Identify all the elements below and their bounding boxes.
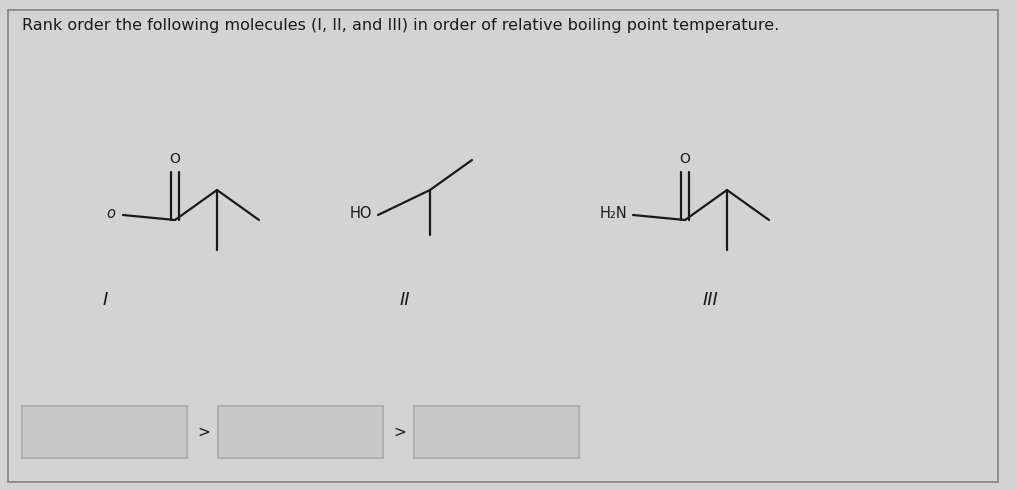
Text: >: > [197,424,211,440]
Text: HO: HO [350,205,372,221]
FancyBboxPatch shape [22,406,187,458]
Text: I: I [103,291,108,309]
Text: o: o [106,205,115,221]
FancyBboxPatch shape [414,406,579,458]
Text: II: II [400,291,410,309]
Text: O: O [679,152,691,166]
Text: O: O [170,152,180,166]
Text: III: III [702,291,718,309]
Text: Rank order the following molecules (I, II, and III) in order of relative boiling: Rank order the following molecules (I, I… [22,18,779,33]
Text: >: > [394,424,407,440]
Text: H₂N: H₂N [599,205,627,221]
FancyBboxPatch shape [218,406,383,458]
